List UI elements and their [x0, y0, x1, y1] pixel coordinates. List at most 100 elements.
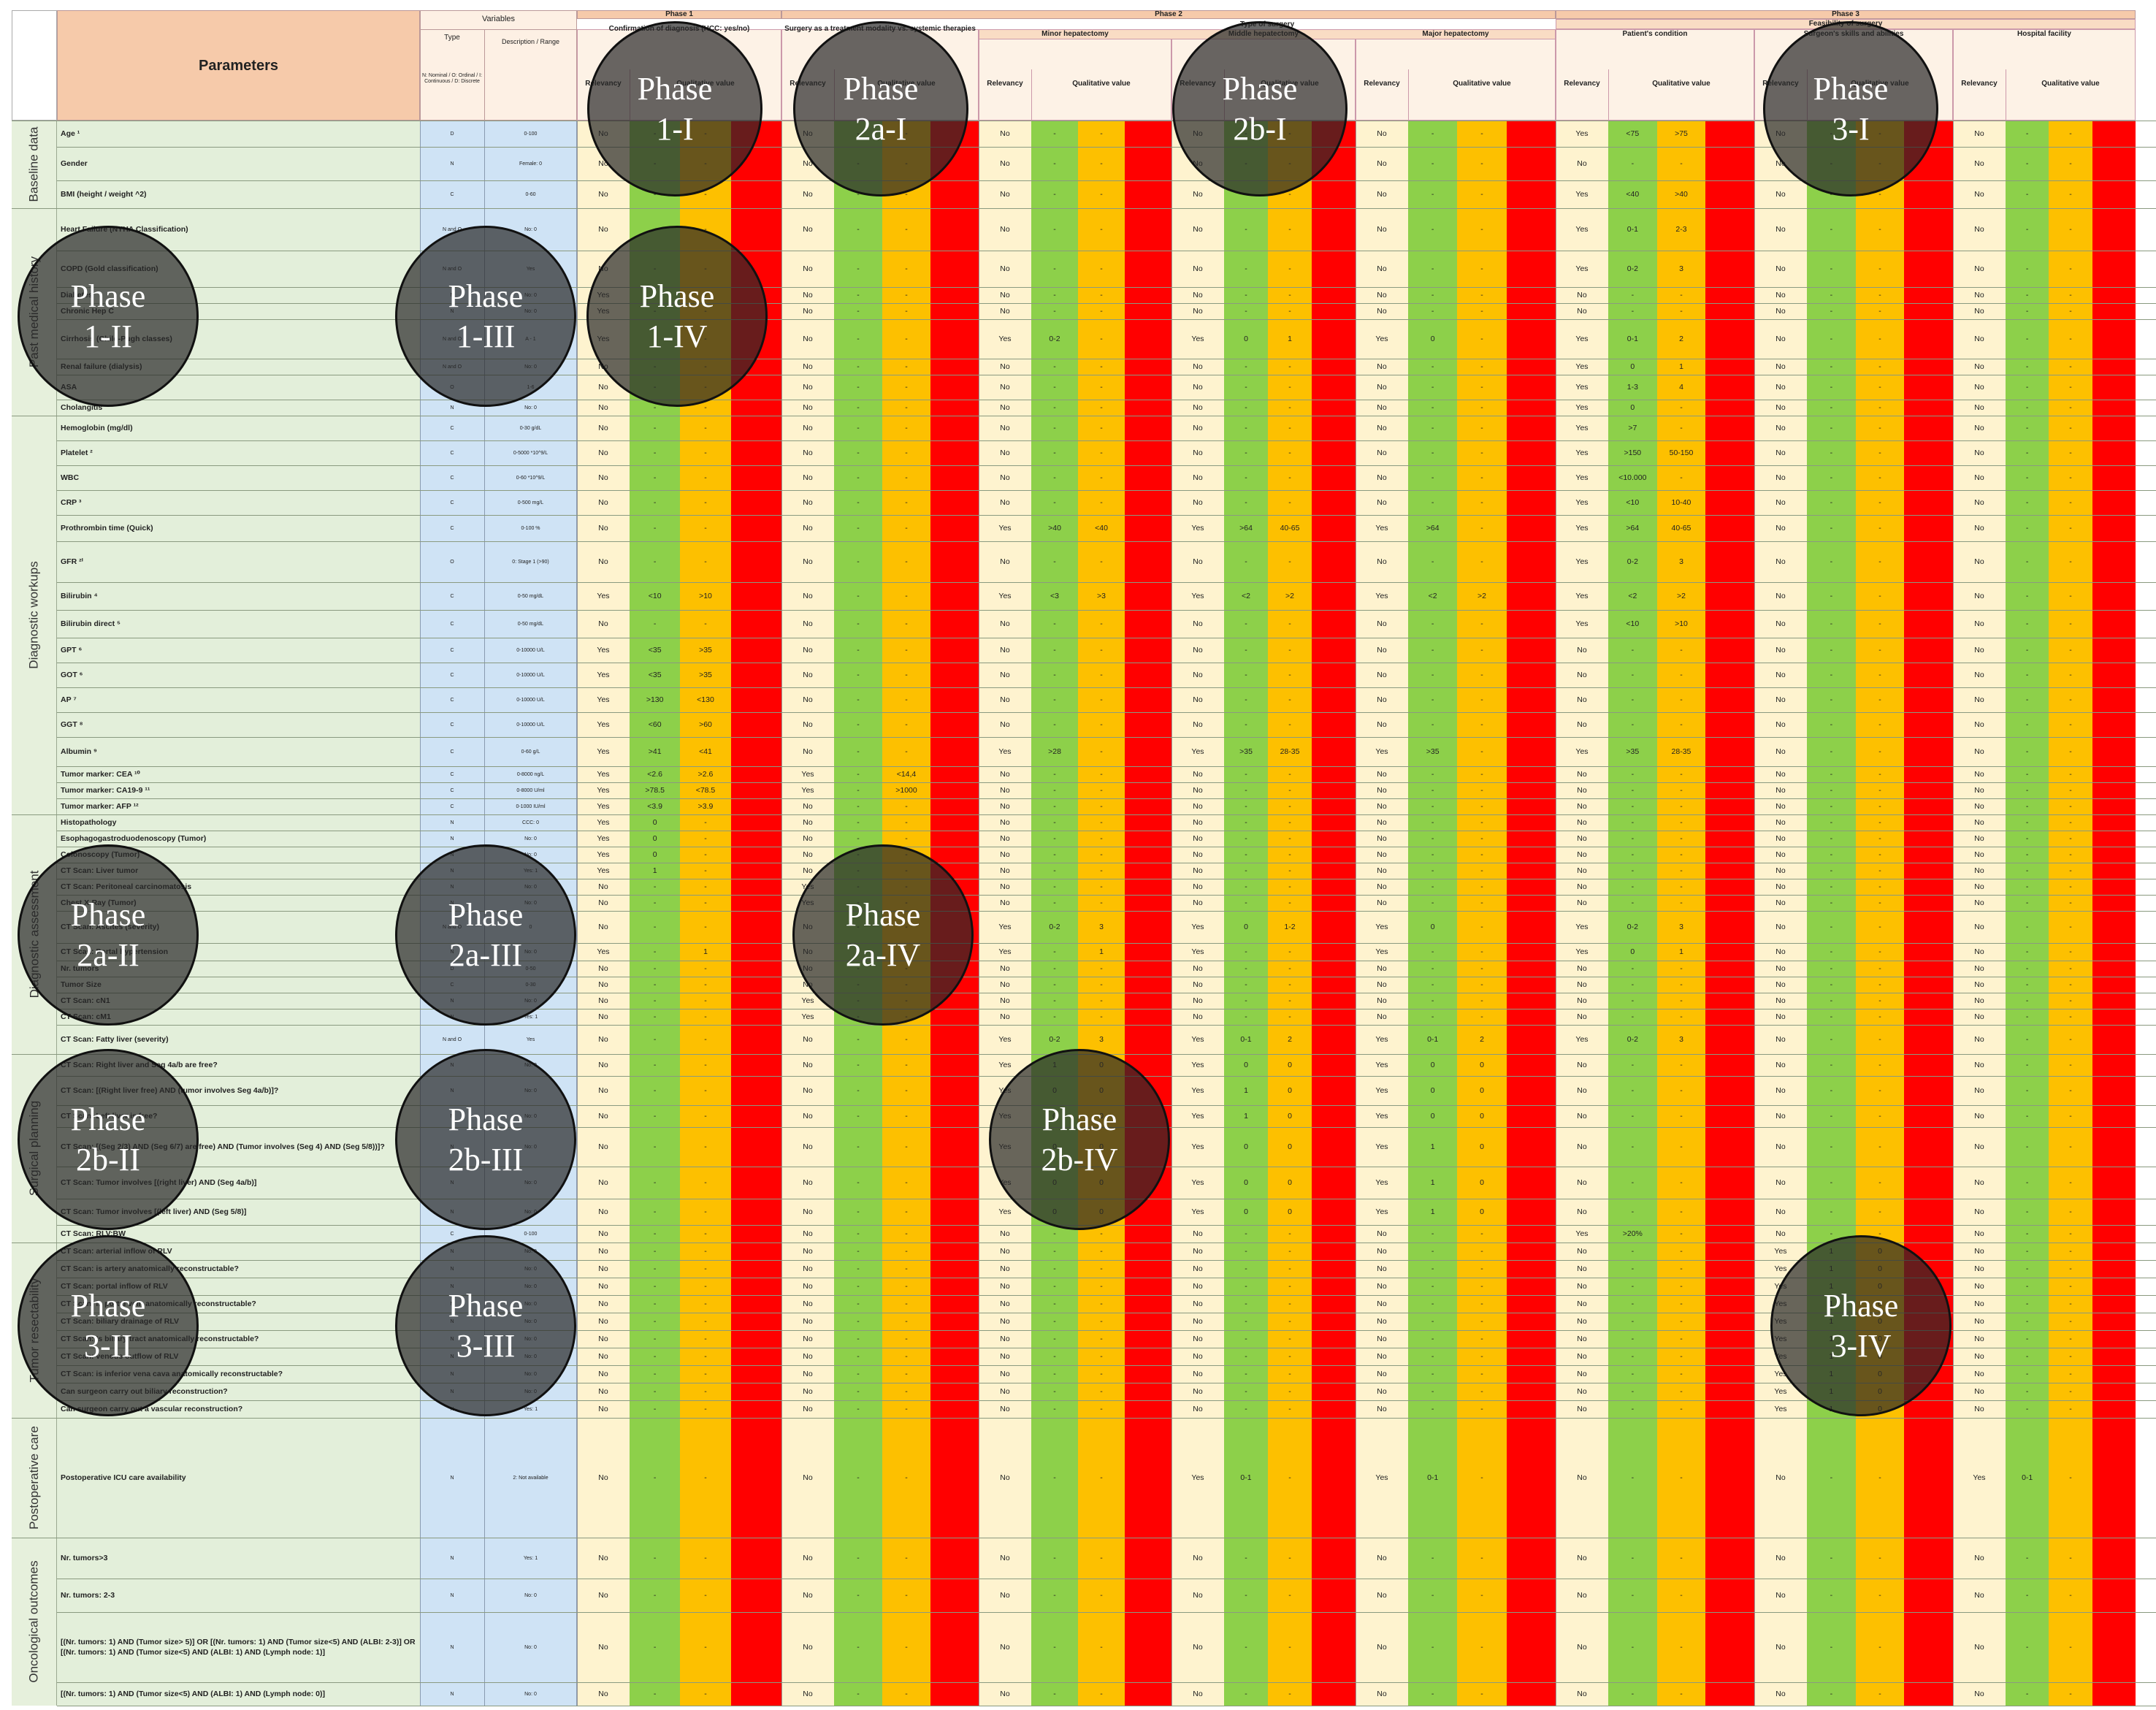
green-value: - — [653, 963, 657, 973]
green-value: - — [857, 619, 860, 628]
phase-bubble-label: Phase 1-I — [637, 71, 713, 147]
relevancy-value: No — [1000, 817, 1010, 827]
relevancy-value: Yes — [1375, 591, 1388, 600]
relevancy-value: No — [1577, 306, 1587, 316]
yellow-value: - — [1878, 423, 1881, 432]
group-6-relevancy-col — [1754, 121, 1807, 1706]
variable-type: N — [450, 836, 454, 841]
green-value: - — [1631, 1473, 1635, 1482]
relevancy-value: No — [1775, 1207, 1786, 1216]
green-value: <3 — [1050, 591, 1059, 600]
relevancy-value: No — [1000, 996, 1010, 1005]
green-value: - — [1631, 1142, 1635, 1151]
relevancy-value: No — [1974, 1299, 1984, 1308]
parameter-name: Histopathology — [61, 817, 117, 827]
green-value: 0-2 — [1049, 922, 1060, 931]
phase-bubble-label: Phase 2b-I — [1222, 71, 1298, 147]
green-value: - — [857, 747, 860, 756]
green-value: - — [857, 1111, 860, 1121]
relevancy-value: No — [1193, 1351, 1203, 1361]
yellow-value: - — [1878, 963, 1881, 973]
variable-type: C — [450, 722, 454, 728]
yellow-value: - — [2069, 1351, 2072, 1361]
relevancy-value: No — [1193, 963, 1203, 973]
green-value: - — [1053, 129, 1056, 138]
parameter-name: WBC — [61, 473, 80, 482]
green-value: - — [653, 1689, 657, 1698]
yellow-value: - — [905, 695, 908, 704]
green-value: - — [1053, 785, 1056, 795]
green-value: - — [1053, 619, 1056, 628]
green-value: >150 — [1624, 448, 1642, 457]
yellow-value: - — [1680, 785, 1683, 795]
relevancy-value: No — [1000, 882, 1010, 891]
phase-bubble-label: Phase 3-II — [70, 1288, 146, 1364]
variables-header-bg — [420, 10, 577, 121]
relevancy-value: No — [1377, 1246, 1387, 1256]
variable-type: N — [450, 405, 454, 411]
variable-type: N — [450, 1592, 454, 1598]
relevancy-value: Yes — [1575, 362, 1589, 371]
green-value: - — [1431, 1642, 1434, 1652]
yellow-value: - — [1680, 833, 1683, 843]
relevancy-value: No — [1000, 1590, 1010, 1600]
green-value: - — [857, 1316, 860, 1326]
relevancy-value: No — [1000, 382, 1010, 392]
yellow-value: - — [905, 833, 908, 843]
yellow-value: - — [2069, 801, 2072, 811]
section-label-2: Diagnostic workups — [12, 416, 57, 814]
yellow-value: 40-65 — [1280, 523, 1300, 533]
relevancy-value: No — [1974, 801, 1984, 811]
green-value: - — [1245, 1246, 1247, 1256]
green-value: - — [653, 947, 657, 956]
relevancy-value: No — [1193, 866, 1203, 875]
yellow-value: >75 — [1675, 129, 1688, 138]
phase-bubble-label: Phase 2a-II — [70, 897, 146, 973]
yellow-value: - — [2069, 129, 2072, 138]
relevancy-value: No — [1974, 382, 1984, 392]
variable-type: C — [450, 1231, 454, 1237]
yellow-value: 4 — [1679, 382, 1683, 392]
phase-bubble-label: Phase 2a-I — [843, 71, 919, 147]
row-divider — [57, 541, 2156, 542]
parameter-name: Gender — [61, 159, 88, 168]
yellow-value: - — [2069, 1012, 2072, 1021]
yellow-value: - — [1480, 1334, 1483, 1343]
qualitative-value-header: Qualitative value — [1072, 80, 1131, 88]
yellow-value: - — [1288, 189, 1291, 199]
green-value: - — [653, 1404, 657, 1413]
row-divider — [57, 1612, 2156, 1613]
group-2-header-bg — [979, 29, 1171, 121]
yellow-value: - — [2069, 1060, 2072, 1069]
relevancy-value: No — [1377, 963, 1387, 973]
green-value: - — [1631, 306, 1635, 316]
yellow-value: - — [1480, 996, 1483, 1005]
yellow-value: - — [1288, 817, 1291, 827]
yellow-value: - — [1288, 720, 1291, 729]
parameter-name: AP ⁷ — [61, 695, 77, 704]
yellow-value: - — [1480, 523, 1483, 533]
yellow-value: - — [704, 523, 707, 533]
green-value: - — [1053, 1229, 1056, 1238]
yellow-value: - — [1680, 1207, 1683, 1216]
green-value: 0-2 — [1626, 1034, 1638, 1044]
green-value: - — [653, 1111, 657, 1121]
green-value: - — [2025, 769, 2029, 779]
relevancy-value: No — [1577, 850, 1587, 859]
green-value: - — [1431, 720, 1434, 729]
green-value: - — [1245, 423, 1247, 432]
row-divider — [57, 1400, 2156, 1401]
green-value: - — [1053, 448, 1056, 457]
green-value: - — [857, 1177, 860, 1187]
green-value: - — [2025, 670, 2029, 679]
green-value: - — [2025, 801, 2029, 811]
green-value: - — [857, 1246, 860, 1256]
yellow-value: - — [704, 1404, 707, 1413]
yellow-value: - — [1480, 619, 1483, 628]
green-value: - — [653, 619, 657, 628]
relevancy-value: No — [1377, 189, 1387, 199]
green-value: - — [1431, 264, 1434, 273]
group-6-yellow-col — [1855, 121, 1905, 1706]
yellow-value: - — [1680, 1316, 1683, 1326]
green-value: <2 — [1242, 591, 1250, 600]
